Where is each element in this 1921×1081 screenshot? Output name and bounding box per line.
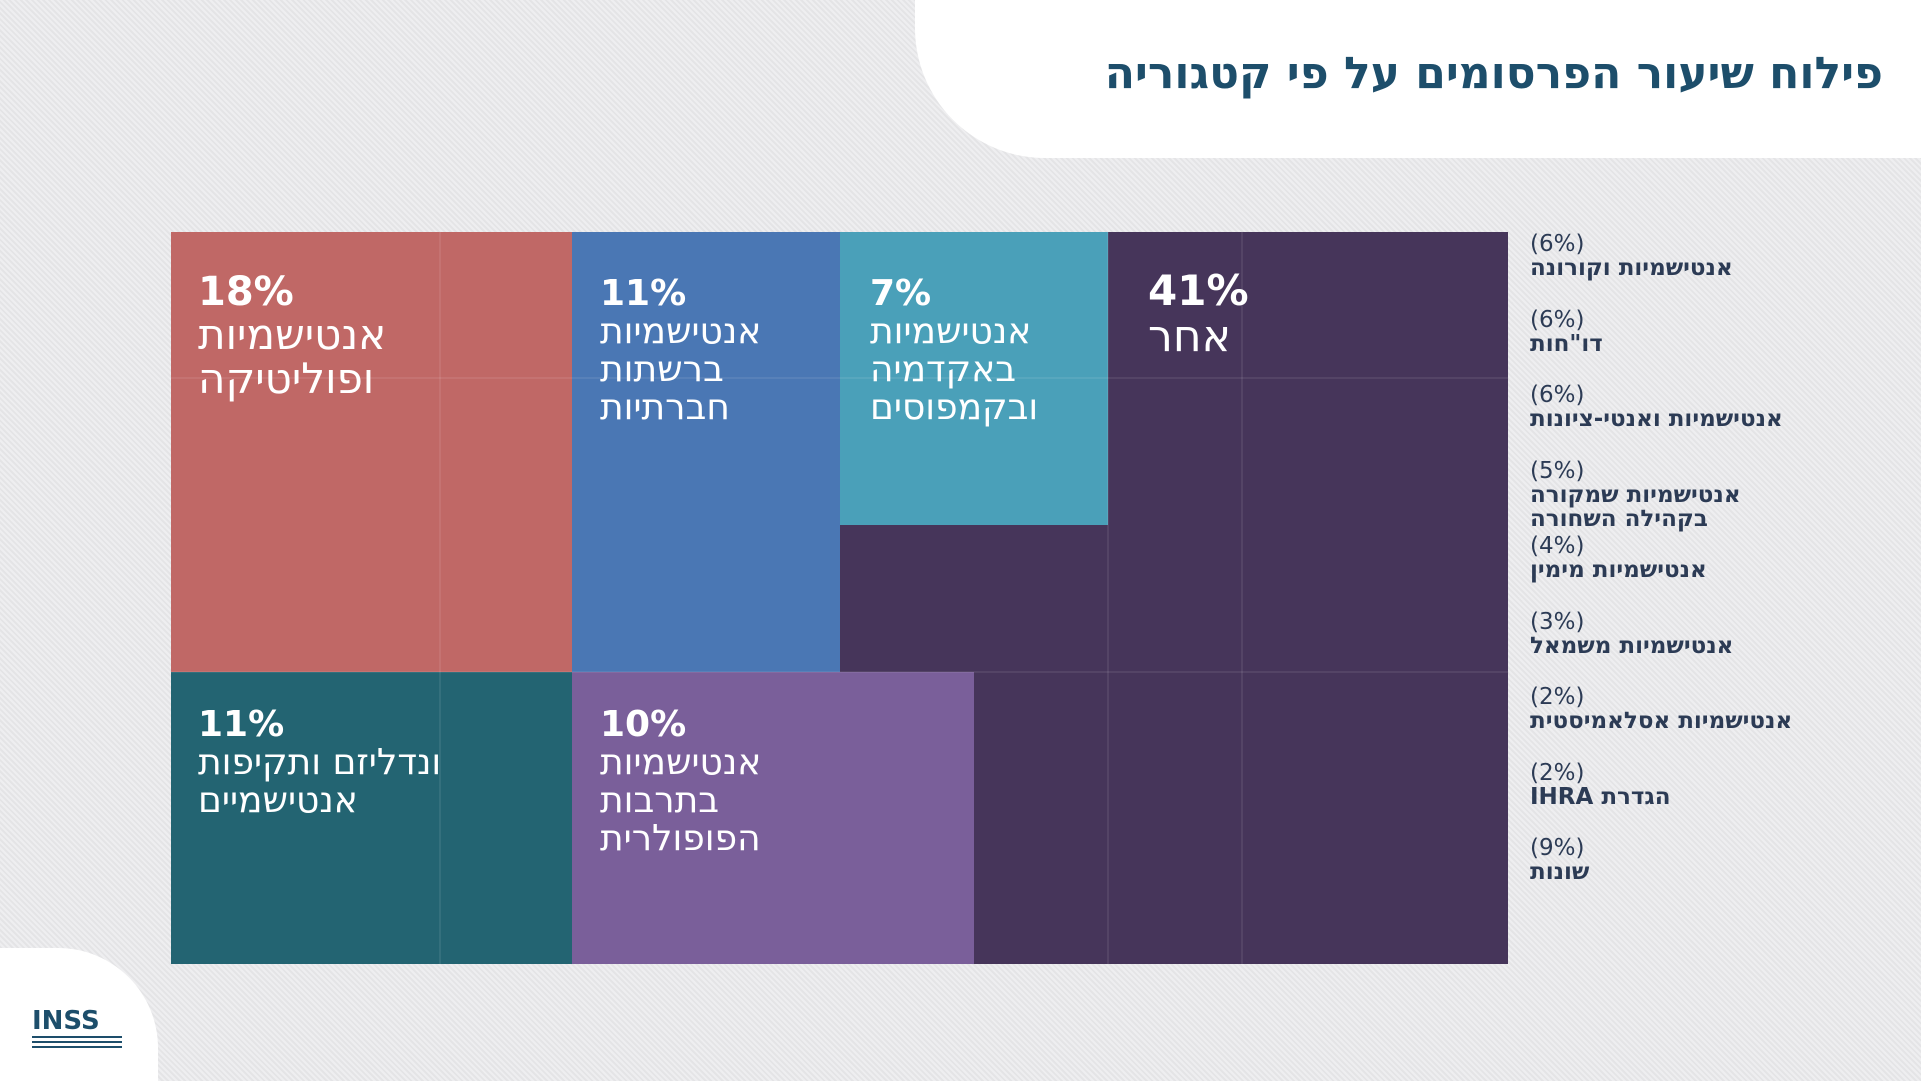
- legend-item: (9%) שונות: [1530, 836, 1910, 884]
- treemap-cell-label: ברשתות: [600, 349, 724, 390]
- treemap-cell-label: אנטישמיות: [198, 310, 386, 359]
- treemap-cell-label: ובקמפוסים: [870, 387, 1038, 428]
- legend-percentage: (9%): [1530, 835, 1585, 861]
- treemap-cell-percentage: 10%: [600, 704, 686, 745]
- legend-percentage: (6%): [1530, 231, 1585, 257]
- treemap-cell: [171, 672, 572, 964]
- legend-label: שונות: [1530, 859, 1590, 885]
- legend-item: (6%) אנטישמיות ואנטי-ציונות: [1530, 383, 1910, 431]
- legend-label: אנטישמיות וקורונה: [1530, 255, 1733, 281]
- treemap-cell-percentage: 41%: [1148, 266, 1249, 315]
- legend-percentage: (6%): [1530, 382, 1585, 408]
- legend-item: (5%) אנטישמיות שמקורה בקהילה השחורה: [1530, 459, 1910, 531]
- legend-percentage: (4%): [1530, 533, 1585, 559]
- treemap-cell-label: באקדמיה: [870, 349, 1016, 390]
- legend-label: הגדרת IHRA: [1530, 783, 1671, 810]
- legend-percentage: (6%): [1530, 306, 1585, 333]
- treemap-cell: [572, 672, 974, 964]
- legend-label: אנטישמיות אסלאמיסטית: [1530, 708, 1793, 734]
- treemap-cell-other-bg-lower: [974, 525, 1508, 964]
- legend-label: דו"חות: [1530, 330, 1603, 357]
- legend-label: אנטישמיות שמקורה בקהילה השחורה: [1530, 481, 1741, 532]
- treemap-cell-label: אנטישמיות: [600, 311, 761, 352]
- treemap-cell-label: בתרבות: [600, 780, 719, 821]
- logo-subtitle-lines: [32, 1036, 122, 1056]
- treemap-cell-label: הפופולרית: [600, 818, 761, 859]
- treemap-cell-percentage: 18%: [198, 269, 294, 315]
- treemap-cell-label: חברתיות: [600, 387, 730, 428]
- legend-label: אנטישמיות משמאל: [1530, 632, 1734, 659]
- inss-logo: INSS: [32, 1006, 100, 1036]
- treemap-cell: [840, 232, 1108, 525]
- treemap-cell-label: ונדליזם ותקיפות: [198, 742, 441, 783]
- treemap-cell: [572, 232, 840, 672]
- title-card: פילוח שיעור הפרסומים על פי קטגוריה: [915, 0, 1921, 158]
- treemap-cell-percentage: 11%: [600, 273, 686, 314]
- treemap-cell-percentage: 11%: [198, 704, 284, 745]
- treemap-cell: [171, 232, 572, 672]
- legend-item: (6%) דו"חות: [1530, 308, 1910, 356]
- legend-percentage: (3%): [1530, 608, 1585, 635]
- legend-label: אנטישמיות ואנטי-ציונות: [1530, 406, 1783, 432]
- legend-percentage: (2%): [1530, 759, 1585, 786]
- legend-item: (6%) אנטישמיות וקורונה: [1530, 232, 1910, 280]
- legend-item: (3%) אנטישמיות משמאל: [1530, 610, 1910, 658]
- legend-percentage: (5%): [1530, 457, 1585, 484]
- treemap-cell-percentage: 7%: [870, 273, 931, 314]
- treemap-cell-label: אחר: [1148, 311, 1231, 362]
- chart-title: פילוח שיעור הפרסומים על פי קטגוריה: [1104, 48, 1883, 99]
- legend-percentage: (2%): [1530, 684, 1585, 710]
- treemap-cell-label: ופוליטיקה: [198, 354, 374, 403]
- legend-item: (4%) אנטישמיות מימין: [1530, 534, 1910, 582]
- legend-item: (2%) הגדרת IHRA: [1530, 761, 1910, 809]
- legend-label: אנטישמיות מימין: [1530, 557, 1707, 583]
- treemap-cell-label: אנטישמיים: [198, 780, 358, 821]
- treemap-cell-label: אנטישמיות: [600, 742, 761, 783]
- treemap-cell-label: אנטישמיות: [870, 311, 1031, 352]
- legend-item: (2%) אנטישמיות אסלאמיסטית: [1530, 685, 1910, 733]
